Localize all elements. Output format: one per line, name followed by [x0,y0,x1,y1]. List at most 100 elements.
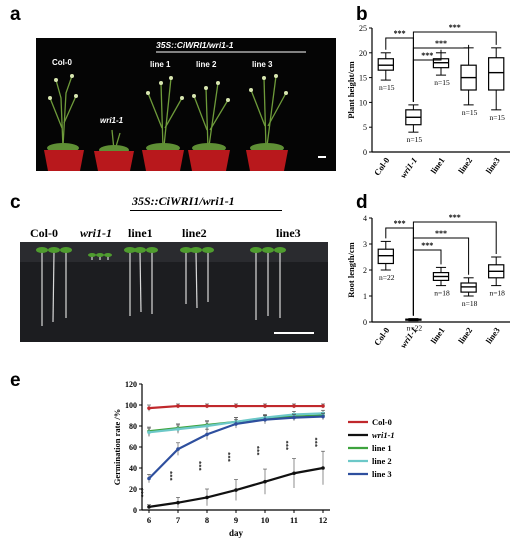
b-ytick-label: 15 [359,74,367,83]
e-point [321,466,325,470]
e-point [263,417,267,422]
scale-bar [318,156,326,158]
b-n-label: n=15 [462,108,478,117]
construct-label-a: 35S::CiWRI1/wri1-1 [156,40,234,50]
seedling-photo [20,242,328,342]
d-significance-label: *** [421,241,433,250]
e-significance-label: *** [227,452,234,462]
b-n-label: n=15 [407,135,423,144]
d-n-label: n=18 [462,299,478,308]
label-line2-a: line 2 [196,60,217,69]
e-xtick-label: 8 [205,515,209,525]
d-category-label: wri1-1 [398,325,419,349]
e-xtick-label: 10 [261,515,270,525]
b-significance-label: *** [394,29,406,38]
b-ylabel: Plant height/cm [346,61,356,118]
label-line1-c: line1 [128,226,153,240]
e-legend-label: Col-0 [372,417,392,427]
d-ytick-label: 2 [363,266,367,275]
e-significance-label: *** [140,488,147,498]
e-ytick-label: 60 [129,443,137,452]
e-ylabel: Germination rate /% [112,409,122,485]
e-point [205,495,209,500]
panel-letter-e: e [10,370,21,391]
d-category-label: line2 [456,325,474,345]
e-point [234,488,238,492]
b-significance-bracket [412,31,497,102]
d-category-label: line1 [428,325,446,345]
e-point [147,406,151,410]
e-significance-label: *** [198,461,205,471]
label-col0-a: Col-0 [52,58,72,67]
e-ytick-label: 120 [125,380,137,389]
e-point [205,432,209,437]
d-ytick-label: 0 [363,318,367,327]
d-n-label: n=18 [434,289,450,298]
panel-letter-c: c [10,192,21,213]
b-category-label: line1 [428,155,446,175]
label-line2-c: line2 [182,226,207,240]
e-point [147,430,151,435]
b-category-label: Col-0 [372,155,392,177]
e-xlabel: day [229,528,244,538]
e-ytick-label: 100 [125,401,137,410]
b-ytick-label: 20 [359,49,367,58]
d-significance-label: *** [435,229,447,238]
b-category-label: line2 [456,155,474,175]
plant-col0 [49,75,77,149]
e-significance-label: *** [285,441,292,451]
b-box [488,57,505,91]
label-wri1-a: wri1-1 [100,116,124,125]
e-point [176,404,180,408]
e-point [234,404,238,408]
e-point [205,404,209,408]
b-significance-label: *** [421,51,433,60]
e-point [263,404,267,408]
b-category-label: line3 [484,155,502,175]
e-point [263,479,267,484]
d-n-label: n=22 [407,324,423,333]
label-line1-a: line 1 [150,60,171,69]
e-xtick-label: 9 [234,515,238,525]
b-n-label: n=15 [434,78,450,87]
b-ytick-label: 25 [359,24,367,33]
e-point [234,422,238,426]
b-ytick-label: 5 [363,123,367,132]
d-ytick-label: 3 [363,240,367,249]
d-significance-bracket [412,221,497,316]
e-point [176,447,180,451]
d-significance-label: *** [449,213,461,222]
e-ytick-label: 40 [129,464,137,473]
e-point [321,414,325,419]
label-line3-a: line 3 [252,60,273,69]
e-significance-label: *** [169,471,176,481]
d-n-label: n=18 [489,289,505,298]
d-ytick-label: 1 [363,292,367,301]
label-line3-c: line3 [276,226,301,240]
b-significance-label: *** [449,23,461,32]
e-legend-label: wri1-1 [372,430,395,440]
scale-bar-c [274,332,314,334]
e-significance-label: *** [314,437,321,447]
d-ytick-label: 4 [363,214,367,223]
e-significance-label: *** [256,446,263,456]
e-legend-label: line 1 [372,443,392,453]
d-n-label: n=22 [379,273,395,282]
b-ytick-label: 0 [363,148,367,157]
e-xtick-label: 6 [147,515,151,525]
label-col0-c: Col-0 [30,226,58,240]
b-n-label: n=15 [379,83,395,92]
e-point [176,427,180,431]
e-xtick-label: 7 [176,515,181,525]
e-point [292,415,296,420]
b-n-label: n=15 [489,113,505,122]
e-point [321,404,325,408]
panel-letter-b: b [356,4,368,25]
d-category-label: Col-0 [372,325,392,347]
construct-underline-c [130,210,282,211]
b-box [377,58,394,71]
e-point [176,500,180,505]
e-point [205,424,209,428]
panel-letter-d: d [356,192,368,213]
